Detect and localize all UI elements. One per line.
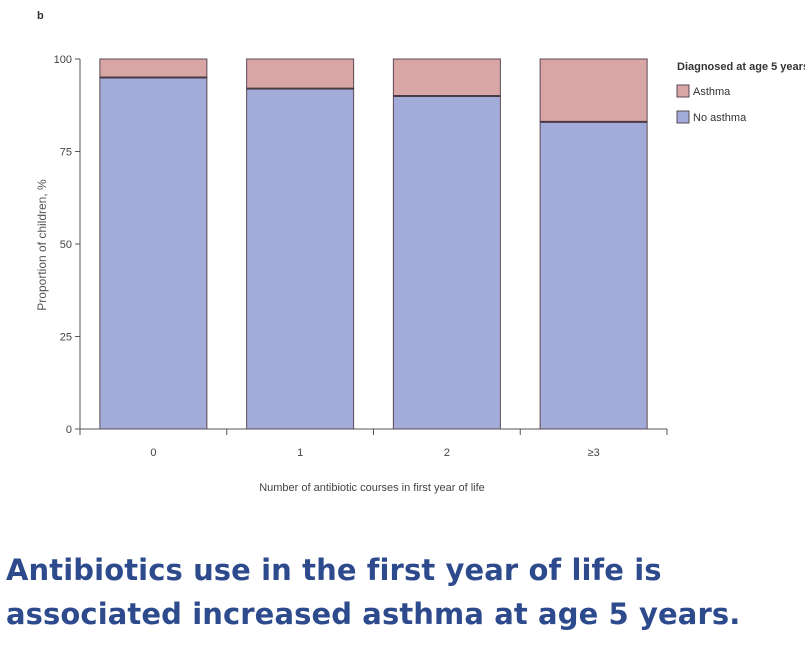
caption-line-1: Antibiotics use in the first year of lif… <box>6 553 662 587</box>
bar-asthma <box>539 58 648 123</box>
y-tick-label: 50 <box>60 239 72 251</box>
caption: Antibiotics use in the first year of lif… <box>6 548 801 636</box>
bar-asthma <box>99 58 208 78</box>
bar-asthma <box>392 58 501 97</box>
bar-no-asthma <box>392 95 501 430</box>
x-tick-label: ≥3 <box>588 447 600 459</box>
bar-asthma <box>246 58 355 90</box>
bars <box>99 58 648 430</box>
legend-entry-label: Asthma <box>693 86 731 98</box>
y-tick-label: 0 <box>66 424 72 436</box>
legend-swatch <box>676 110 690 124</box>
bar-no-asthma <box>539 121 648 430</box>
x-tick-label: 0 <box>150 447 156 459</box>
y-axis-label: Proportion of children, % <box>35 179 49 311</box>
legend-entry-label: No asthma <box>693 112 747 124</box>
x-tick-label: 2 <box>444 447 450 459</box>
legend-title: Diagnosed at age 5 years <box>677 61 805 73</box>
bar-no-asthma <box>246 88 355 430</box>
legend: Diagnosed at age 5 years Asthma No asthma <box>676 61 805 124</box>
y-tick-label: 100 <box>54 54 72 66</box>
chart-area: b 0 25 50 75 100 0 1 2 ≥3 Diagnosed at age 5 yea… <box>35 10 805 494</box>
legend-swatch <box>676 84 690 98</box>
y-tick-label: 25 <box>60 332 72 344</box>
x-axis-label: Number of antibiotic courses in first ye… <box>259 482 485 494</box>
stacked-bar-chart: 0 25 50 75 100 0 1 2 ≥3 Diagnosed at age 5 years… <box>35 54 805 494</box>
caption-line-2: associated increased asthma at age 5 yea… <box>6 597 741 631</box>
y-tick-label: 75 <box>60 147 72 159</box>
x-tick-label: 1 <box>297 447 303 459</box>
bar-no-asthma <box>99 77 208 430</box>
panel-label: b <box>37 10 44 22</box>
